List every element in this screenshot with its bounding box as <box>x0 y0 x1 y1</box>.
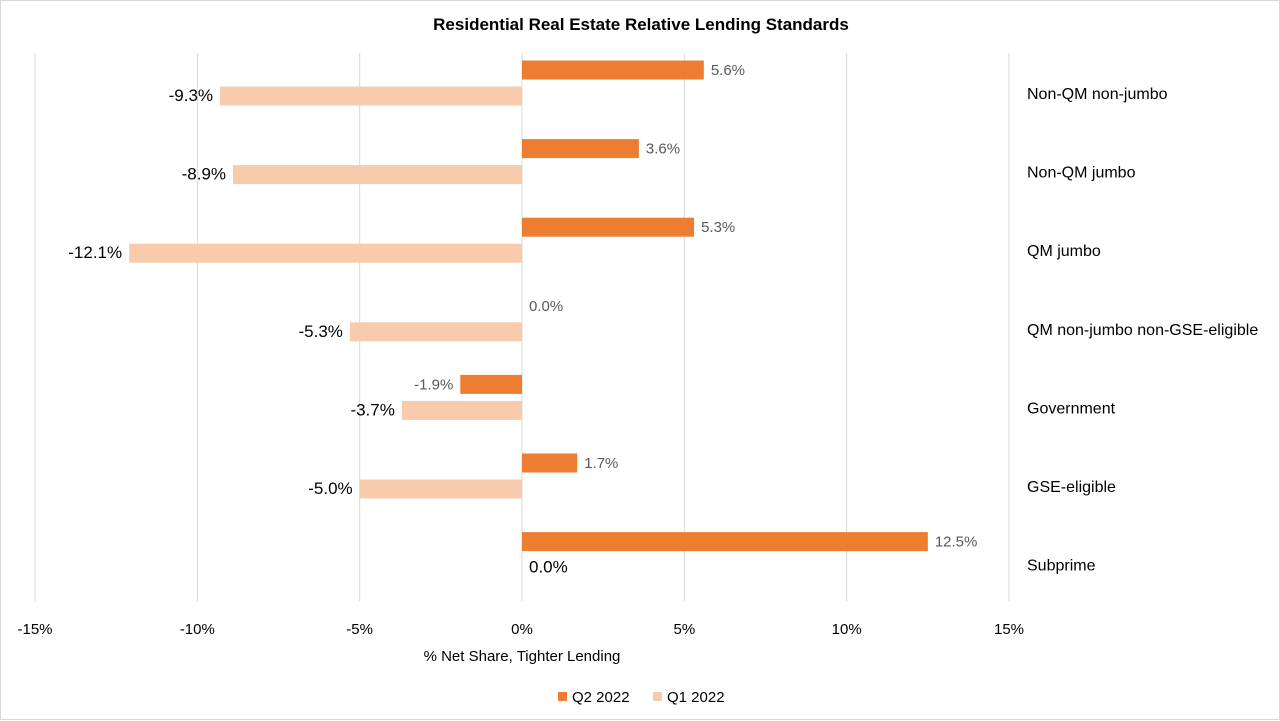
bar-q2-2022 <box>522 60 704 80</box>
bar-q1-2022 <box>401 400 522 420</box>
bar-q2-2022 <box>522 139 639 159</box>
category-label: Subprime <box>1027 558 1096 575</box>
data-label-q1-2022: -8.9% <box>182 165 226 184</box>
bar-q1-2022 <box>129 243 523 263</box>
data-labels: 5.6% -9.3% 3.6% -8.9% 5.3% -12.1% 0.0% -5.3% -1.… <box>68 62 977 577</box>
data-label-q1-2022: -5.3% <box>299 322 343 341</box>
data-label-q1-2022: -3.7% <box>350 400 394 419</box>
bar-q1-2022 <box>220 86 522 106</box>
data-label-q2-2022: -1.9% <box>414 376 453 393</box>
x-tick-label: -15% <box>17 621 52 638</box>
x-tick-label: -10% <box>180 621 215 638</box>
data-label-q2-2022: 12.5% <box>935 534 978 551</box>
x-axis-title: % Net Share, Tighter Lending <box>424 648 621 665</box>
legend: Q2 2022 Q1 2022 <box>558 689 725 706</box>
category-label: QM jumbo <box>1027 243 1101 260</box>
data-label-q1-2022: -12.1% <box>68 243 122 262</box>
bar-q2-2022 <box>522 453 578 473</box>
bar-q1-2022 <box>359 479 522 499</box>
legend-label-q2-2022: Q2 2022 <box>572 689 630 706</box>
category-label: Non-QM jumbo <box>1027 165 1136 182</box>
data-label-q2-2022: 3.6% <box>646 141 680 158</box>
bars <box>129 60 928 552</box>
bar-q2-2022 <box>460 374 522 394</box>
data-label-q2-2022: 5.3% <box>701 219 735 236</box>
bar-q1-2022 <box>349 322 522 342</box>
bar-q2-2022 <box>522 532 928 552</box>
bar-q2-2022 <box>522 217 695 237</box>
x-tick-label: 15% <box>994 621 1024 638</box>
legend-swatch-q2-2022 <box>558 692 567 701</box>
category-label: GSE-eligible <box>1027 479 1116 496</box>
x-tick-label: -5% <box>346 621 373 638</box>
data-label-q2-2022: 1.7% <box>584 455 618 472</box>
category-label: QM non-jumbo non-GSE-eligible <box>1027 322 1258 339</box>
legend-swatch-q1-2022 <box>653 692 662 701</box>
x-tick-label: 0% <box>511 621 533 638</box>
legend-label-q1-2022: Q1 2022 <box>667 689 725 706</box>
x-tick-label: 10% <box>832 621 862 638</box>
x-axis-ticks: -15% -10% -5% 0% 5% 10% 15% <box>17 621 1024 638</box>
data-label-q1-2022: -5.0% <box>308 479 352 498</box>
data-label-q2-2022: 0.0% <box>529 298 563 315</box>
category-label: Non-QM non-jumbo <box>1027 86 1168 103</box>
bar-q1-2022 <box>233 165 522 185</box>
category-label: Government <box>1027 400 1116 417</box>
x-tick-label: 5% <box>673 621 695 638</box>
data-label-q1-2022: -9.3% <box>169 86 213 105</box>
data-label-q2-2022: 5.6% <box>711 62 745 79</box>
category-labels: Non-QM non-jumbo Non-QM jumbo QM jumbo QM n… <box>1027 86 1258 575</box>
data-label-q1-2022: 0.0% <box>529 558 568 577</box>
chart-title: Residential Real Estate Relative Lending… <box>433 15 849 34</box>
